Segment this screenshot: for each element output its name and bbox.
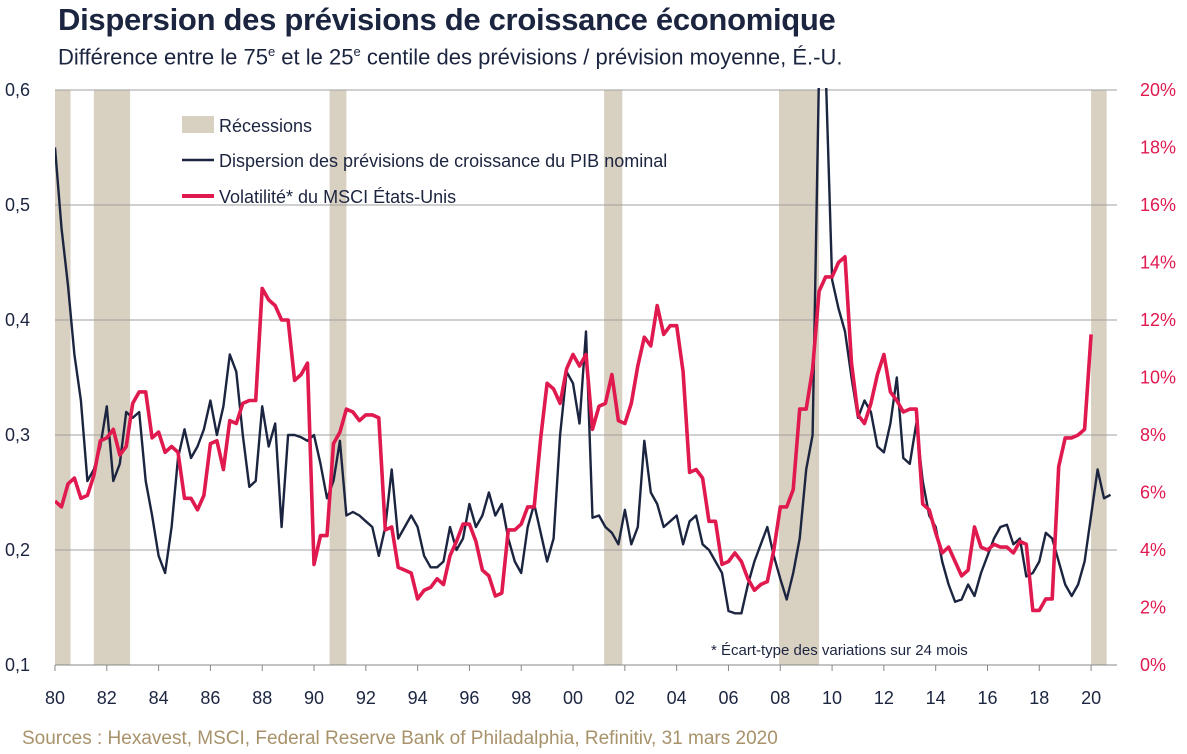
axes: 0,1 0,2 0,3 0,4 0,5 0,6 0% 2% 4% 6% 8% 10% 12% 14% 16%… [5, 80, 1176, 708]
subtitle-superscript-2: e [353, 44, 361, 59]
x-tick-label: 88 [252, 688, 272, 708]
x-tick-label: 82 [97, 688, 117, 708]
dispersion-line [55, 88, 1112, 615]
chart-title: Dispersion des prévisions de croissance … [58, 2, 836, 37]
legend-recession-swatch [182, 116, 214, 133]
legend-recession-label: Récessions [219, 116, 312, 136]
y-right-tick-label: 20% [1140, 80, 1176, 100]
y-left-tick-label: 0,1 [5, 655, 30, 675]
y-right-tick-label: 2% [1140, 598, 1166, 618]
subtitle-part-1: Différence entre le 75 [58, 44, 268, 70]
subtitle-part-3: centile des prévisions / prévision moyen… [360, 44, 843, 70]
x-tick-label: 16 [977, 688, 997, 708]
recession-bands [55, 90, 1107, 665]
x-tick-label: 04 [667, 688, 687, 708]
grid-lines [55, 89, 1117, 666]
y-right-tick-label: 12% [1140, 310, 1176, 330]
legend-volatility-label: Volatilité* du MSCI États-Unis [219, 187, 456, 207]
volatility-line [55, 255, 1093, 613]
x-tick-label: 00 [563, 688, 583, 708]
footnote: * Écart-type des variations sur 24 mois [711, 642, 968, 659]
source-note: Sources : Hexavest, MSCI, Federal Reserv… [22, 728, 778, 749]
y-right-tick-label: 6% [1140, 483, 1166, 503]
recession-band [55, 90, 71, 665]
y-right-tick-label: 10% [1140, 368, 1176, 388]
x-tick-label: 18 [1029, 688, 1049, 708]
y-left-tick-label: 0,5 [5, 195, 30, 215]
x-tick-label: 12 [874, 688, 894, 708]
subtitle-superscript-1: e [267, 44, 276, 59]
y-left-tick-label: 0,6 [5, 80, 30, 100]
x-tick-label: 98 [511, 688, 531, 708]
series-lines [55, 88, 1112, 615]
y-right-tick-label: 0% [1140, 655, 1166, 675]
x-tick-label: 96 [459, 688, 479, 708]
x-tick-label: 92 [356, 688, 376, 708]
x-tick-label: 94 [408, 688, 428, 708]
y-left-tick-label: 0,4 [5, 310, 30, 330]
chart-subtitle: Différence entre le 75e et le 25e centil… [58, 44, 842, 70]
y-left-tick-label: 0,3 [5, 425, 30, 445]
x-tick-label: 06 [718, 688, 738, 708]
x-tick-label: 84 [149, 688, 169, 708]
y-right-tick-label: 4% [1140, 540, 1166, 560]
recession-band [93, 90, 131, 665]
subtitle-part-2: et le 25 [275, 44, 354, 70]
x-tick-label: 86 [200, 688, 220, 708]
legend-dispersion-label: Dispersion des prévisions de croissance … [219, 151, 667, 171]
x-tick-label: 80 [45, 688, 65, 708]
y-right-tick-label: 16% [1140, 195, 1176, 215]
y-left-tick-label: 0,2 [5, 540, 30, 560]
recession-band [329, 90, 347, 665]
x-tick-label: 02 [615, 688, 635, 708]
y-right-tick-label: 14% [1140, 253, 1176, 273]
x-tick-label: 10 [822, 688, 842, 708]
legend: Récessions Dispersion des prévisions de … [182, 116, 667, 207]
y-right-tick-label: 18% [1140, 138, 1176, 158]
x-tick-label: 08 [770, 688, 790, 708]
recession-band [1091, 90, 1107, 665]
y-right-tick-label: 8% [1140, 425, 1166, 445]
x-tick-label: 20 [1081, 688, 1101, 708]
x-tick-label: 14 [926, 688, 946, 708]
x-tick-label: 90 [304, 688, 324, 708]
